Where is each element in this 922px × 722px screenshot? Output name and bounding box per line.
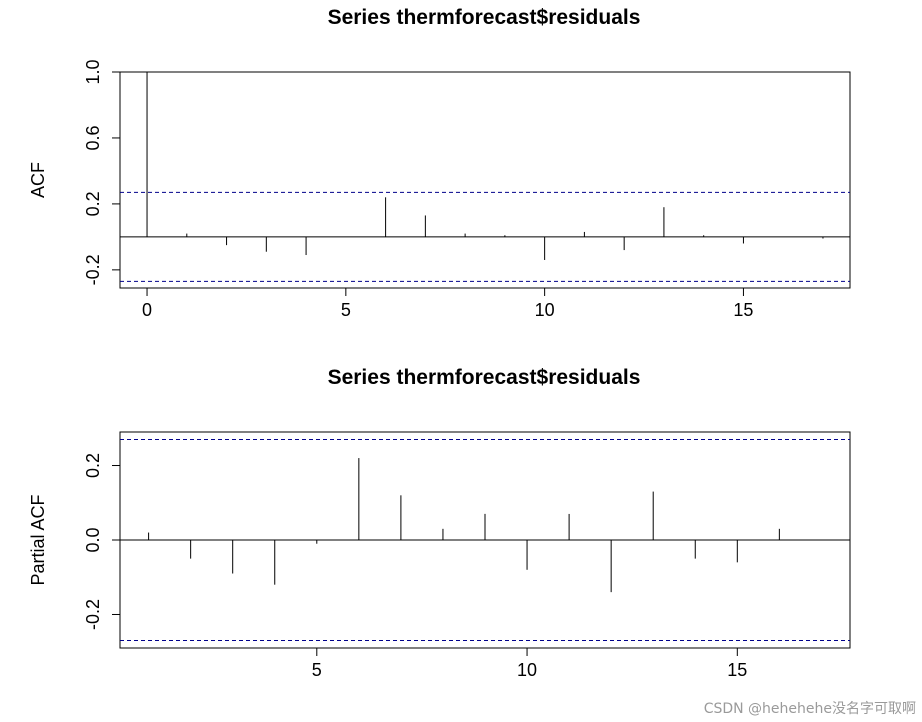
acf-x-axis: 0 5 10 15 bbox=[142, 288, 753, 320]
acf-y-axis-label: ACF bbox=[28, 162, 48, 198]
acf-panel: Series thermforecast$residuals ACF 0 5 10 1… bbox=[28, 6, 851, 320]
acf-y-tick-label: -0.2 bbox=[83, 254, 103, 285]
acf-bars bbox=[120, 72, 850, 260]
pacf-x-tick-label: 15 bbox=[727, 660, 747, 680]
pacf-confidence-lines bbox=[120, 438, 850, 642]
pacf-y-axis: -0.2 0.0 0.2 bbox=[83, 453, 120, 630]
acf-x-tick-label: 10 bbox=[535, 300, 555, 320]
pacf-y-tick-label: 0.2 bbox=[83, 453, 103, 478]
watermark-text: CSDN @hehehehe没名字可取啊 bbox=[703, 701, 916, 717]
pacf-title: Series thermforecast$residuals bbox=[328, 366, 641, 389]
acf-plot-frame bbox=[119, 71, 851, 289]
acf-confidence-lines bbox=[120, 191, 850, 282]
acf-title: Series thermforecast$residuals bbox=[328, 6, 641, 29]
acf-y-tick-label: 0.2 bbox=[83, 191, 103, 216]
acf-x-tick-label: 0 bbox=[142, 300, 152, 320]
pacf-x-axis: 5 10 15 bbox=[312, 648, 747, 680]
acf-x-tick-label: 15 bbox=[733, 300, 753, 320]
acf-x-tick-label: 5 bbox=[341, 300, 351, 320]
acf-y-axis: -0.2 0.2 0.6 1.0 bbox=[83, 59, 120, 285]
pacf-y-axis-label: Partial ACF bbox=[28, 494, 48, 585]
acf-y-tick-label: 1.0 bbox=[83, 59, 103, 84]
pacf-y-tick-label: -0.2 bbox=[83, 599, 103, 630]
pacf-panel: Series thermforecast$residuals Partial A… bbox=[28, 366, 851, 680]
pacf-y-tick-label: 0.0 bbox=[83, 527, 103, 552]
acf-y-tick-label: 0.6 bbox=[83, 125, 103, 150]
pacf-x-tick-label: 10 bbox=[517, 660, 537, 680]
pacf-bars bbox=[120, 458, 850, 593]
pacf-x-tick-label: 5 bbox=[312, 660, 322, 680]
